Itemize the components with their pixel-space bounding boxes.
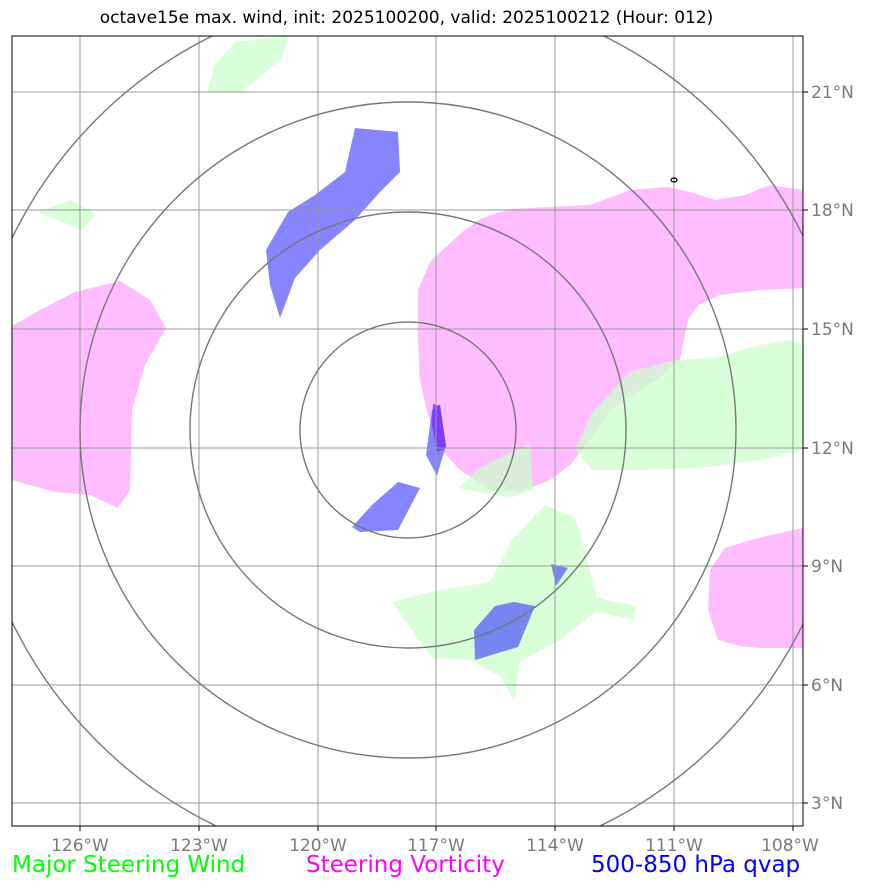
- range-ring-2: [189, 211, 627, 649]
- vorticity-area-central: [418, 185, 803, 492]
- vorticity-area-southeast: [708, 528, 803, 648]
- legend-steering-vorticity: Steering Vorticity: [306, 852, 505, 878]
- legend-steering-wind: Major Steering Wind: [12, 852, 246, 878]
- qvap-area-southwest: [352, 482, 420, 532]
- wind-area-north: [207, 36, 288, 92]
- map-title: octave15e max. wind, init: 2025100200, v…: [99, 8, 714, 28]
- vorticity-area-west: [12, 281, 166, 508]
- lat-label-6n: 6°N: [811, 676, 843, 696]
- axis-ticks: [79, 91, 808, 831]
- range-ring-3: [79, 101, 737, 759]
- vorticity-fields: [12, 185, 803, 648]
- lon-label-111w: 111°W: [645, 836, 703, 856]
- latitude-labels: 21°N 18°N 15°N 12°N 9°N 6°N 3°N: [811, 83, 854, 814]
- map-plot-area: [12, 36, 803, 826]
- lon-label-117w: 117°W: [407, 836, 465, 856]
- wind-area-gap: [458, 444, 533, 498]
- lon-label-123w: 123°W: [170, 836, 228, 856]
- longitude-labels: 126°W 123°W 120°W 117°W 114°W 111°W 108°…: [51, 836, 819, 856]
- lat-label-18n: 18°N: [811, 201, 854, 221]
- lon-label-114w: 114°W: [526, 836, 584, 856]
- wind-area-northwest: [38, 200, 96, 230]
- lat-label-15n: 15°N: [811, 320, 854, 340]
- wind-area-east: [575, 340, 803, 470]
- lat-label-3n: 3°N: [811, 794, 843, 814]
- lon-label-126w: 126°W: [51, 836, 109, 856]
- legend-qvap: 500-850 hPa qvap: [591, 852, 801, 878]
- qvap-area-north: [266, 128, 400, 318]
- range-rings: [12, 36, 803, 826]
- lat-lon-grid: [12, 36, 803, 826]
- range-ring-1: [299, 321, 517, 539]
- island-outline: [670, 177, 678, 183]
- lat-label-21n: 21°N: [811, 83, 854, 103]
- map-frame: [11, 35, 804, 827]
- lon-label-120w: 120°W: [289, 836, 347, 856]
- lat-label-12n: 12°N: [811, 439, 854, 459]
- lat-label-9n: 9°N: [811, 557, 843, 577]
- lon-label-108w: 108°W: [761, 836, 819, 856]
